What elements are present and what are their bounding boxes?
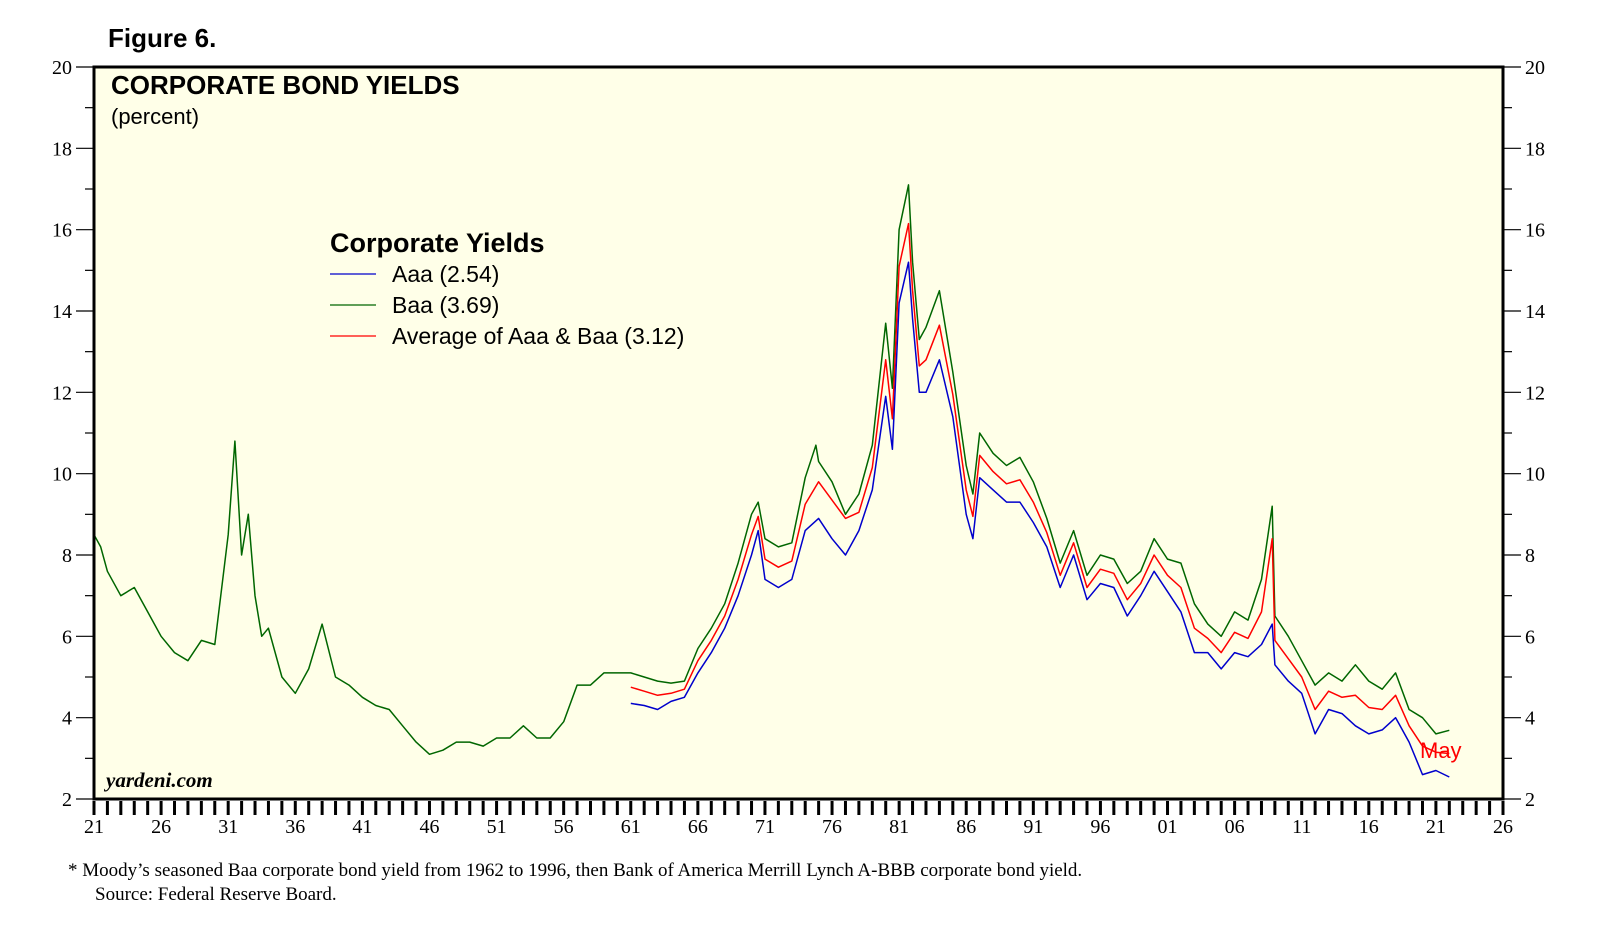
y-tick-label-left: 16 [52, 220, 72, 242]
legend: Corporate Yields Aaa (2.54) Baa (3.69) A… [330, 228, 684, 349]
y-tick-label-right: 8 [1525, 545, 1535, 567]
y-tick-label-left: 10 [52, 464, 72, 486]
x-tick-label: 11 [1292, 816, 1311, 838]
y-tick-label-right: 6 [1525, 626, 1535, 648]
x-tick-label: 46 [419, 816, 439, 838]
x-axis: 21 26 31 36 41 46 51 56 61 66 71 76 81 86 91 96 01 06 11 16… [84, 801, 1513, 838]
y-tick-label-right: 16 [1525, 220, 1545, 242]
chart-title: CORPORATE BOND YIELDS [111, 70, 460, 100]
end-label: May [1420, 738, 1462, 763]
x-tick-label: 66 [688, 816, 708, 838]
footnote-line-2: Source: Federal Reserve Board. [95, 884, 337, 905]
y-tick-label-right: 12 [1525, 382, 1545, 404]
y-tick-label-left: 14 [52, 301, 72, 323]
x-tick-label: 06 [1225, 816, 1245, 838]
x-tick-label: 26 [151, 816, 171, 838]
y-tick-label-right: 4 [1525, 708, 1535, 730]
x-tick-label: 81 [889, 816, 909, 838]
x-tick-label: 56 [554, 816, 574, 838]
figure-label: Figure 6. [108, 23, 216, 53]
series-layer [93, 184, 1450, 778]
x-tick-label: 31 [218, 816, 238, 838]
x-tick-label: 51 [487, 816, 507, 838]
x-tick-label: 41 [352, 816, 372, 838]
x-tick-label: 01 [1158, 816, 1178, 838]
x-tick-label: 96 [1090, 816, 1110, 838]
x-tick-label: 86 [956, 816, 976, 838]
y-tick-label-right: 20 [1525, 57, 1545, 79]
y-tick-label-right: 18 [1525, 138, 1545, 160]
x-tick-label: 21 [84, 816, 104, 838]
plot-area [94, 67, 1503, 799]
series-line-aaa [630, 261, 1450, 778]
watermark: yardeni.com [103, 768, 213, 792]
y-axis-left: 2 4 6 8 10 12 14 16 18 20 [52, 57, 94, 811]
series-line-average [630, 222, 1450, 755]
y-tick-label-left: 6 [62, 626, 72, 648]
x-tick-label: 21 [1426, 816, 1446, 838]
y-tick-label-left: 8 [62, 545, 72, 567]
y-tick-label-right: 2 [1525, 789, 1535, 811]
footnote-line-1: * Moody’s seasoned Baa corporate bond yi… [68, 860, 1082, 881]
x-tick-label: 26 [1493, 816, 1513, 838]
x-tick-label: 36 [285, 816, 305, 838]
y-axis-right: 2 4 6 8 10 12 14 16 18 20 [1503, 57, 1545, 811]
x-tick-label: 61 [621, 816, 641, 838]
legend-label-average: Average of Aaa & Baa (3.12) [392, 323, 684, 349]
legend-title: Corporate Yields [330, 228, 545, 258]
y-tick-label-left: 12 [52, 382, 72, 404]
y-tick-label-left: 2 [62, 789, 72, 811]
y-tick-label-left: 18 [52, 138, 72, 160]
y-tick-label-right: 14 [1525, 301, 1545, 323]
x-tick-label: 71 [755, 816, 775, 838]
x-tick-label: 76 [822, 816, 842, 838]
chart-subtitle: (percent) [111, 104, 199, 129]
legend-label-baa: Baa (3.69) [392, 292, 499, 318]
x-tick-label: 16 [1359, 816, 1379, 838]
y-tick-label-right: 10 [1525, 464, 1545, 486]
y-tick-label-left: 20 [52, 57, 72, 79]
y-tick-label-left: 4 [62, 708, 72, 730]
x-tick-label: 91 [1023, 816, 1043, 838]
legend-label-aaa: Aaa (2.54) [392, 261, 499, 287]
series-line-baa [93, 184, 1450, 756]
plot-border [92, 65, 1505, 801]
